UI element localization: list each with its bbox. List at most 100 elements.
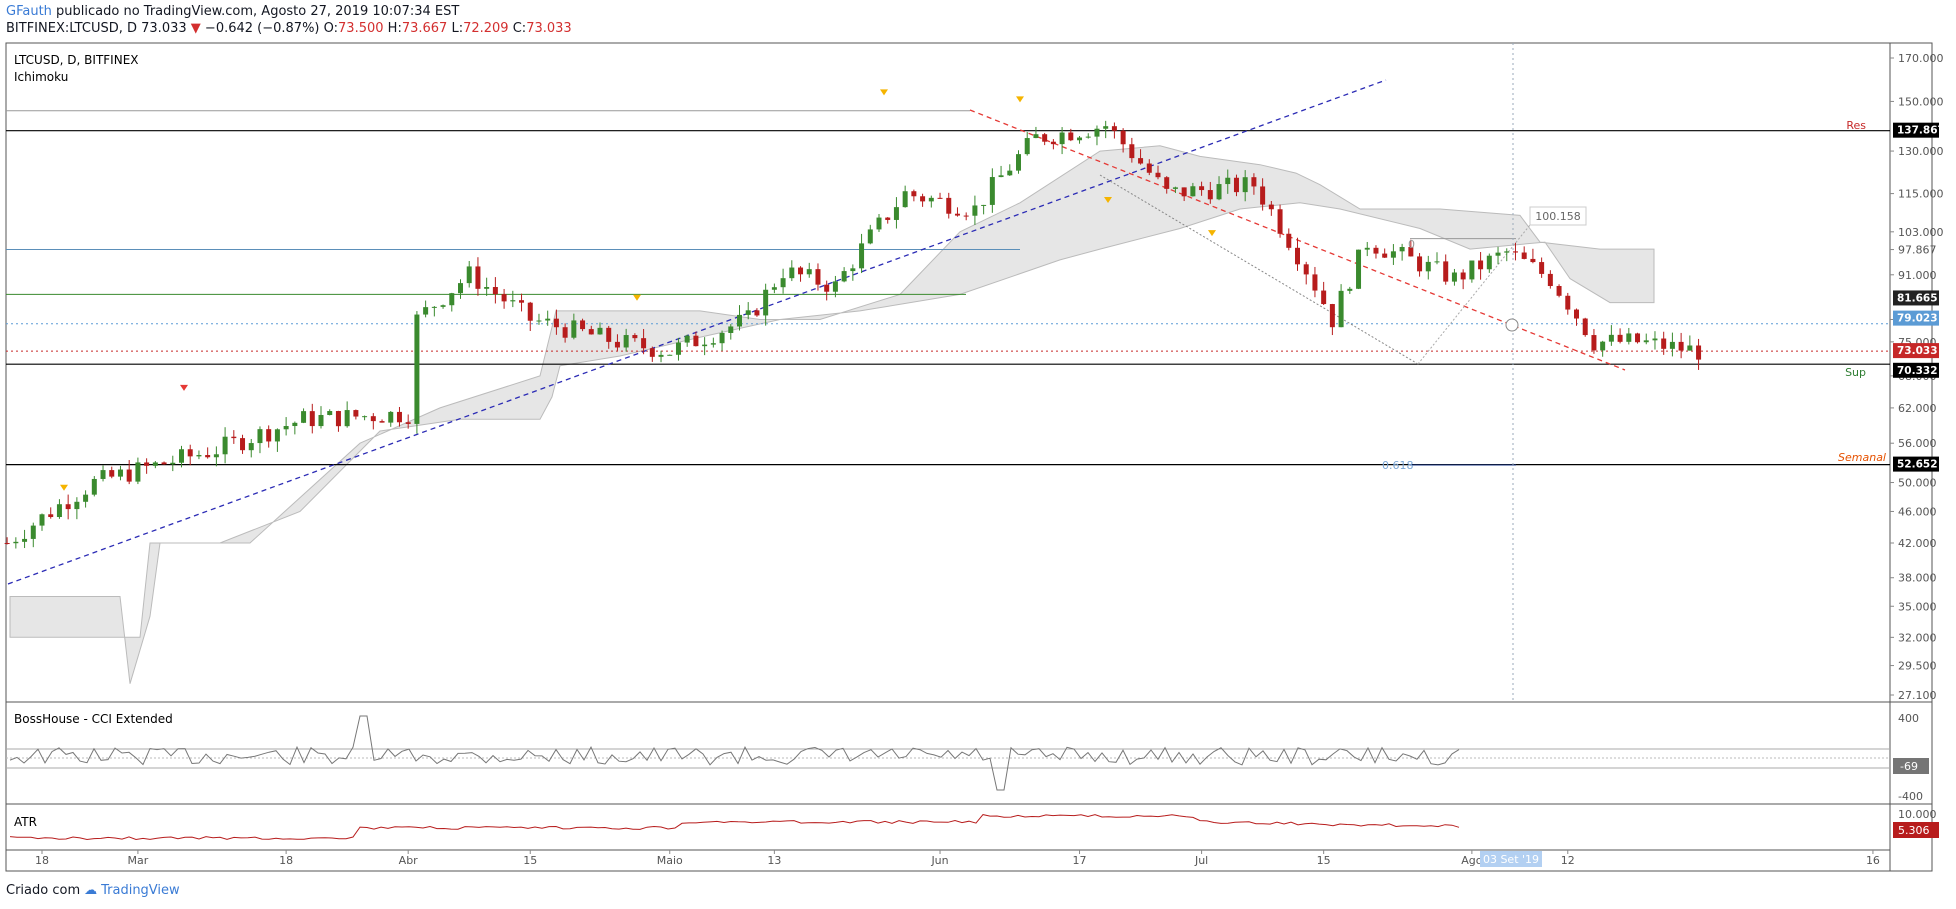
candle-body [789, 267, 795, 279]
tradingview-brand-link[interactable]: TradingView [101, 883, 180, 898]
candle-body [48, 514, 54, 518]
price-tick-label: 27.100 [1898, 689, 1937, 702]
candle-body [675, 342, 681, 355]
candle-body [440, 305, 446, 307]
candle-body [1504, 251, 1510, 253]
candle-body [1425, 261, 1431, 272]
candle-body [806, 269, 812, 275]
price-tick-label: 91.000 [1898, 269, 1937, 282]
price-tag-bg [1893, 456, 1939, 472]
candle-body [1652, 338, 1658, 341]
candle-body [641, 338, 647, 349]
candle-body [362, 416, 368, 418]
candle-body [187, 449, 193, 457]
candle-body [771, 287, 777, 290]
cci-title: BossHouse - CCI Extended [14, 712, 173, 726]
candle-body [911, 191, 917, 197]
candle-body [1111, 126, 1117, 131]
candle-body [798, 267, 804, 275]
candle-body [859, 243, 865, 269]
candle-body [1530, 258, 1536, 263]
candle-body [989, 177, 995, 205]
candle-body [126, 469, 132, 482]
candle-body [161, 462, 167, 465]
price-tick-label: 56.000 [1898, 437, 1937, 450]
candle-body [763, 289, 769, 316]
candle-body [885, 217, 891, 220]
candle-body [1155, 172, 1161, 178]
candle-body [449, 293, 455, 306]
candle-body [1094, 128, 1100, 137]
main-legend-indicator: Ichimoku [14, 70, 68, 84]
candle-body [1329, 304, 1335, 328]
candle-body [283, 426, 289, 430]
cursor-date-label: 03 Set '19 [1483, 853, 1539, 866]
price-tick-label: 97.867 [1898, 244, 1937, 257]
candle-body [719, 332, 725, 344]
candle-body [370, 416, 376, 422]
candle-body [946, 197, 952, 214]
candle-body [527, 302, 533, 321]
candle-body [1077, 137, 1083, 141]
price-tags: 137.867 81.665 79.023 73.033 70.332 52.652 [1893, 122, 1945, 472]
candle-body [56, 504, 62, 518]
candle-body [1469, 260, 1475, 280]
price-tag-label: 70.332 [1897, 365, 1938, 377]
candle-body [1626, 333, 1632, 342]
candle-body [893, 207, 899, 220]
candle-body [1251, 177, 1257, 187]
time-axis[interactable]: 18Mar18Abr15Maio13Jun17Jul15Ago1216Out14 [35, 850, 1956, 867]
price-tick-label: 130.000 [1898, 145, 1944, 158]
time-tick-label: 16 [1866, 854, 1880, 867]
tradingview-logo-icon: ☁ [84, 883, 98, 898]
candle-body [1103, 126, 1109, 129]
symbol-header: BITFINEX:LTCUSD, D 73.033 ▼ −0.642 (−0.8… [6, 21, 572, 36]
candle-body [684, 335, 690, 343]
candle-body [1207, 190, 1213, 200]
candle-body [1364, 247, 1370, 250]
time-tick-label: Ago [1461, 854, 1483, 867]
candle-body [1216, 184, 1222, 200]
candle-body [388, 411, 394, 423]
candle-body [510, 300, 516, 302]
pivot-triangle-marker [1208, 230, 1216, 237]
candle-body [1260, 186, 1266, 205]
candle-body [91, 478, 97, 495]
price-axis[interactable]: 170.000 150.000 130.000 115.000 103.000 97.86… [1890, 52, 1944, 702]
candle-body [344, 410, 350, 427]
price-tick-label: 170.000 [1898, 52, 1944, 65]
candle-body [1512, 251, 1518, 253]
price-tick-label: 50.000 [1898, 477, 1937, 490]
candle-body [117, 469, 123, 477]
cci-value-tag [1893, 758, 1929, 774]
candle-body [13, 541, 19, 544]
pivot-triangle-marker [180, 384, 188, 391]
candle-body [841, 271, 847, 282]
candle-body [928, 197, 934, 202]
candle-body [623, 335, 629, 348]
created-with-text: Criado com [6, 883, 81, 898]
candle-body [1347, 288, 1353, 291]
candle-body [1356, 249, 1362, 289]
candle-body [318, 414, 324, 427]
open-value: 73.500 [338, 21, 384, 36]
close-label: C: [512, 21, 527, 36]
candle-body [1120, 130, 1126, 145]
candle-body [405, 422, 411, 424]
author-link[interactable]: GFauth [6, 4, 52, 19]
candle-body [109, 470, 115, 477]
candle-body [1033, 134, 1039, 139]
candle-body [248, 443, 254, 451]
candle-body [867, 229, 873, 244]
price-tag-label: 137.867 [1897, 125, 1945, 137]
candle-body [588, 329, 594, 335]
time-tick-label: 18 [279, 854, 293, 867]
candle-body [597, 327, 603, 335]
atr-line [9, 814, 1460, 841]
candle-body [30, 525, 36, 539]
candle-body [1556, 286, 1562, 296]
candle-body [1225, 177, 1231, 185]
candle-body [737, 314, 742, 327]
projection-point[interactable] [1505, 318, 1519, 332]
